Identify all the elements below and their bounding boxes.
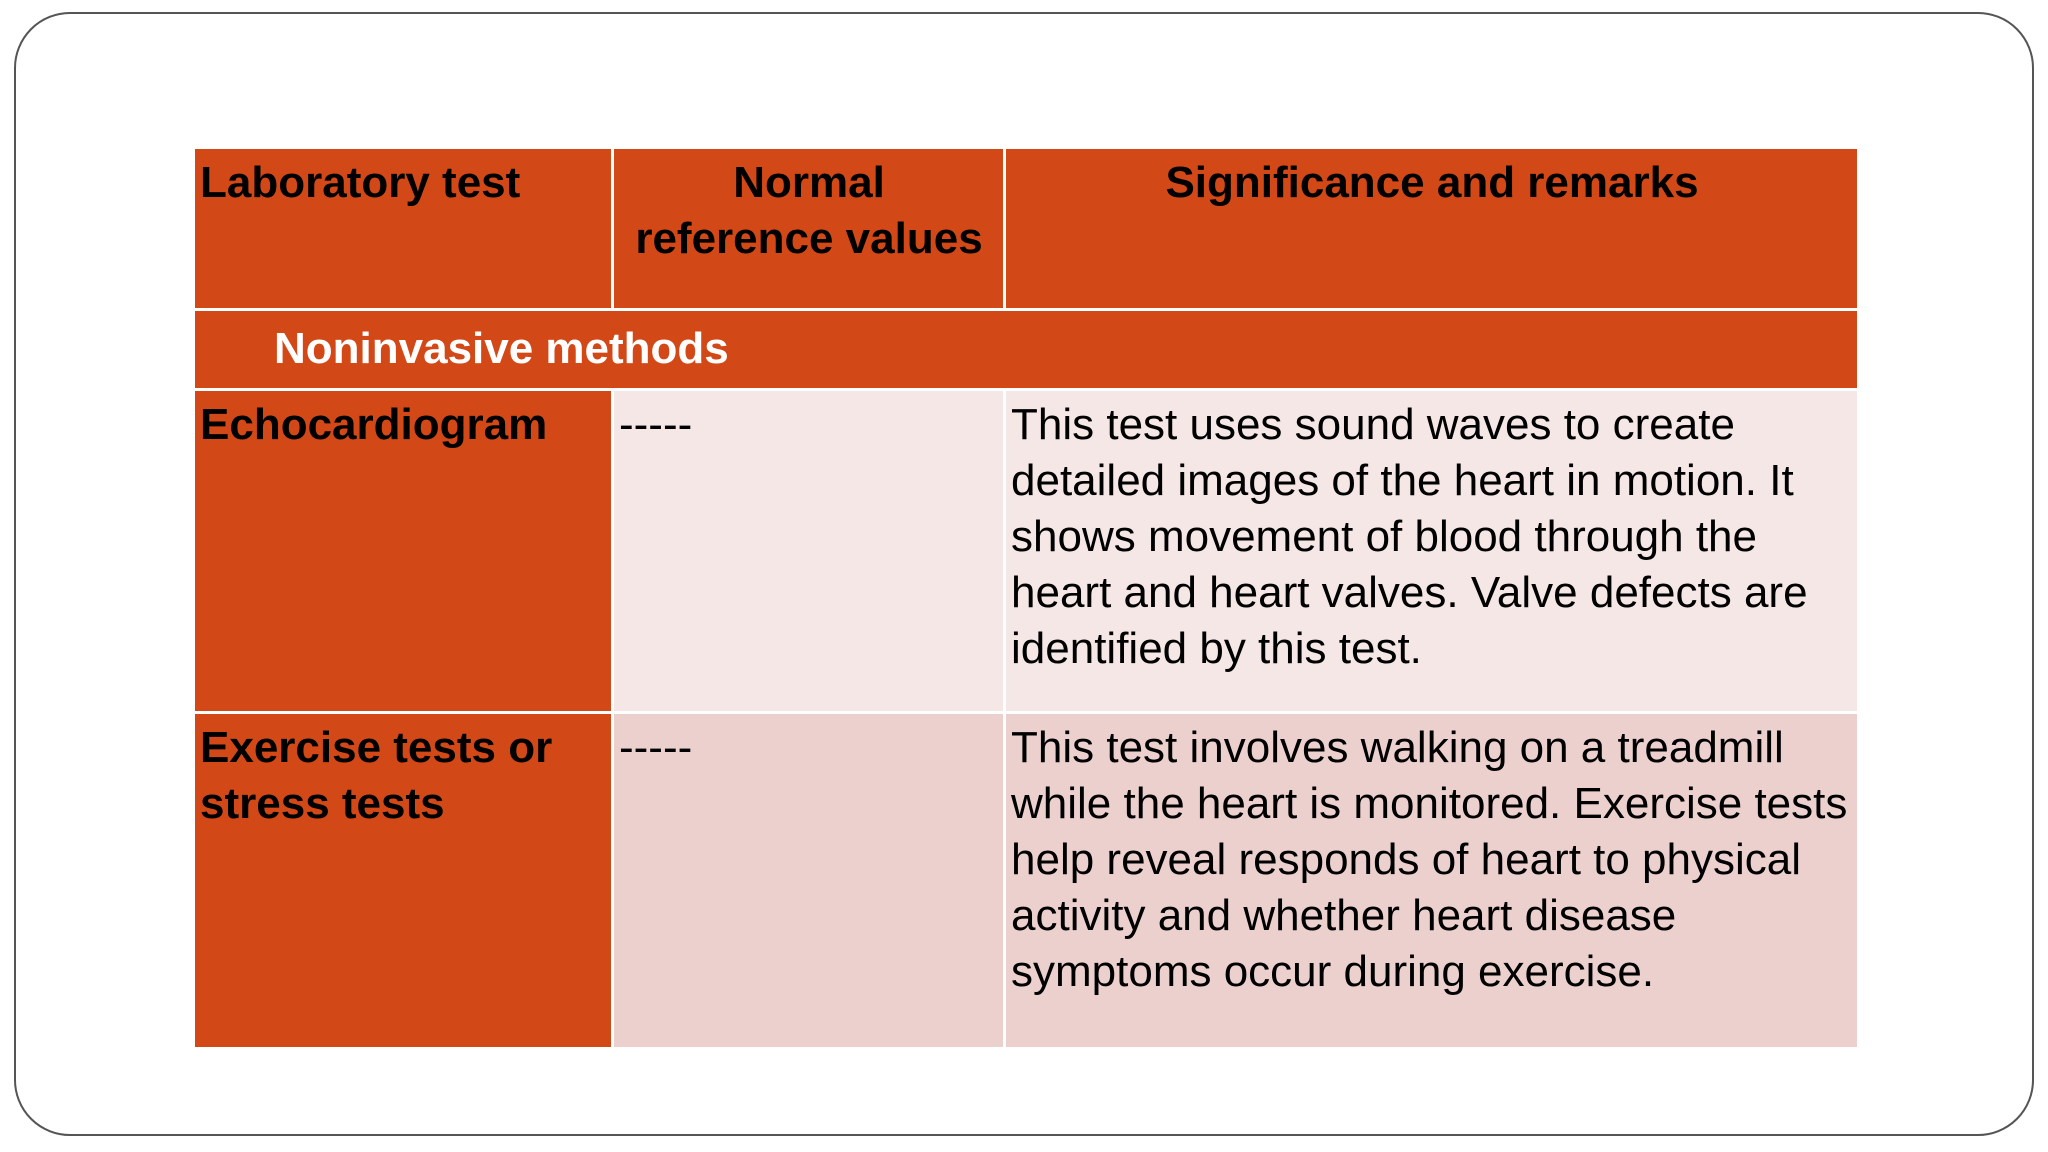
section-label-noninvasive: Noninvasive methods [192,308,1860,391]
row-normal-values: ----- [611,711,1006,1050]
header-normal-line2: reference values [635,214,983,263]
row-remarks: This test involves walking on a treadmil… [1003,711,1860,1050]
section-row: Noninvasive methods [192,308,1860,391]
lab-test-table: Laboratory test Normal reference values S… [192,146,1860,1050]
row-test-name: Exercise tests or stress tests [192,711,614,1050]
table-row: Echocardiogram ----- This test uses soun… [192,388,1860,714]
header-normal-line1: Normal [733,158,885,207]
row-remarks: This test uses sound waves to create det… [1003,388,1860,714]
header-normal-reference-values: Normal reference values [611,146,1006,311]
table-header-row: Laboratory test Normal reference values S… [192,146,1860,311]
row-normal-values: ----- [611,388,1006,714]
header-significance-remarks: Significance and remarks [1003,146,1860,311]
row-test-name: Echocardiogram [192,388,614,714]
header-laboratory-test: Laboratory test [192,146,614,311]
table-row: Exercise tests or stress tests ----- Thi… [192,711,1860,1050]
